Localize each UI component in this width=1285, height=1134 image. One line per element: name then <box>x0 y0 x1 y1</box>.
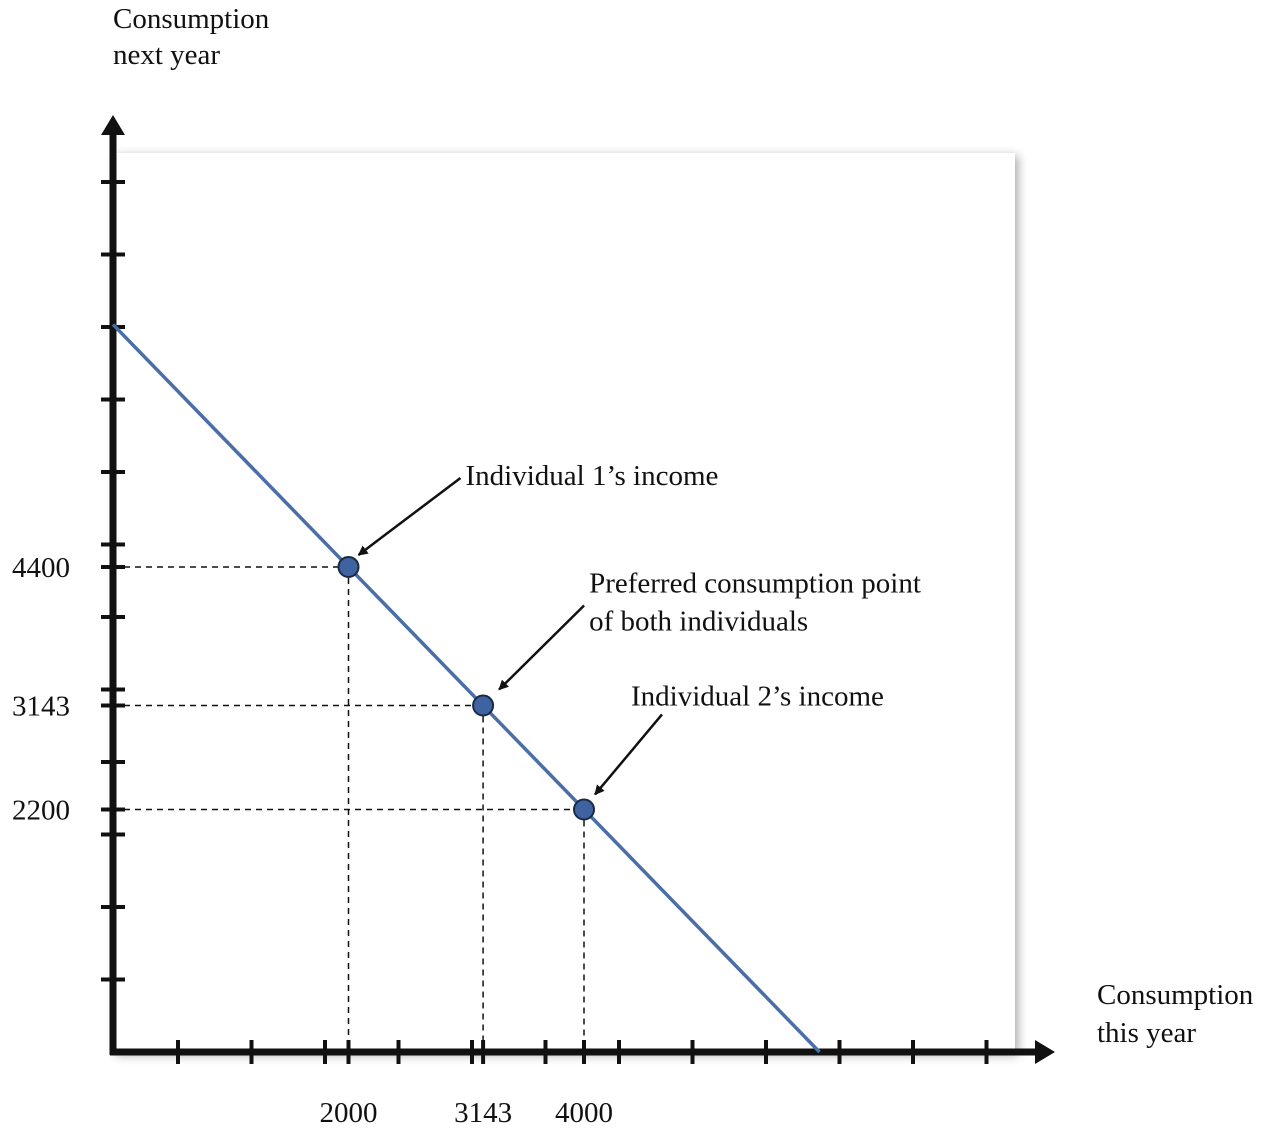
annotation: Individual 2’s income <box>631 680 884 712</box>
x-tick-label: 3143 <box>454 1097 512 1129</box>
annotation-arrow <box>594 713 663 796</box>
point <box>337 555 360 578</box>
x-axis-label: this year <box>1097 1017 1196 1049</box>
plot-area <box>113 153 1015 1052</box>
y-tick-label: 3143 <box>12 691 70 723</box>
y-axis-label: next year <box>113 39 220 71</box>
annotation: of both individuals <box>589 606 808 638</box>
y-tick-label: 2200 <box>12 794 70 826</box>
annotation: Preferred consumption point <box>589 568 921 600</box>
plot-layer: 2000 3143 4000 2200 3143 4400 Individual 1’s i… <box>12 115 1055 1129</box>
annotation-arrow <box>498 604 585 691</box>
y-axis-label: Consumption <box>113 3 270 35</box>
x-axis-arrow <box>1035 1040 1055 1064</box>
annotation: Individual 1’s income <box>466 460 719 492</box>
y-axis-arrow <box>101 115 125 135</box>
y-tick-label: 4400 <box>12 552 70 584</box>
annotation-arrow <box>357 476 462 556</box>
x-tick-label: 4000 <box>555 1097 613 1129</box>
budget-line <box>111 323 821 1054</box>
x-tick-label: 2000 <box>320 1097 378 1129</box>
point <box>472 694 495 717</box>
x-axis-label: Consumption <box>1097 979 1254 1011</box>
point <box>573 798 595 821</box>
